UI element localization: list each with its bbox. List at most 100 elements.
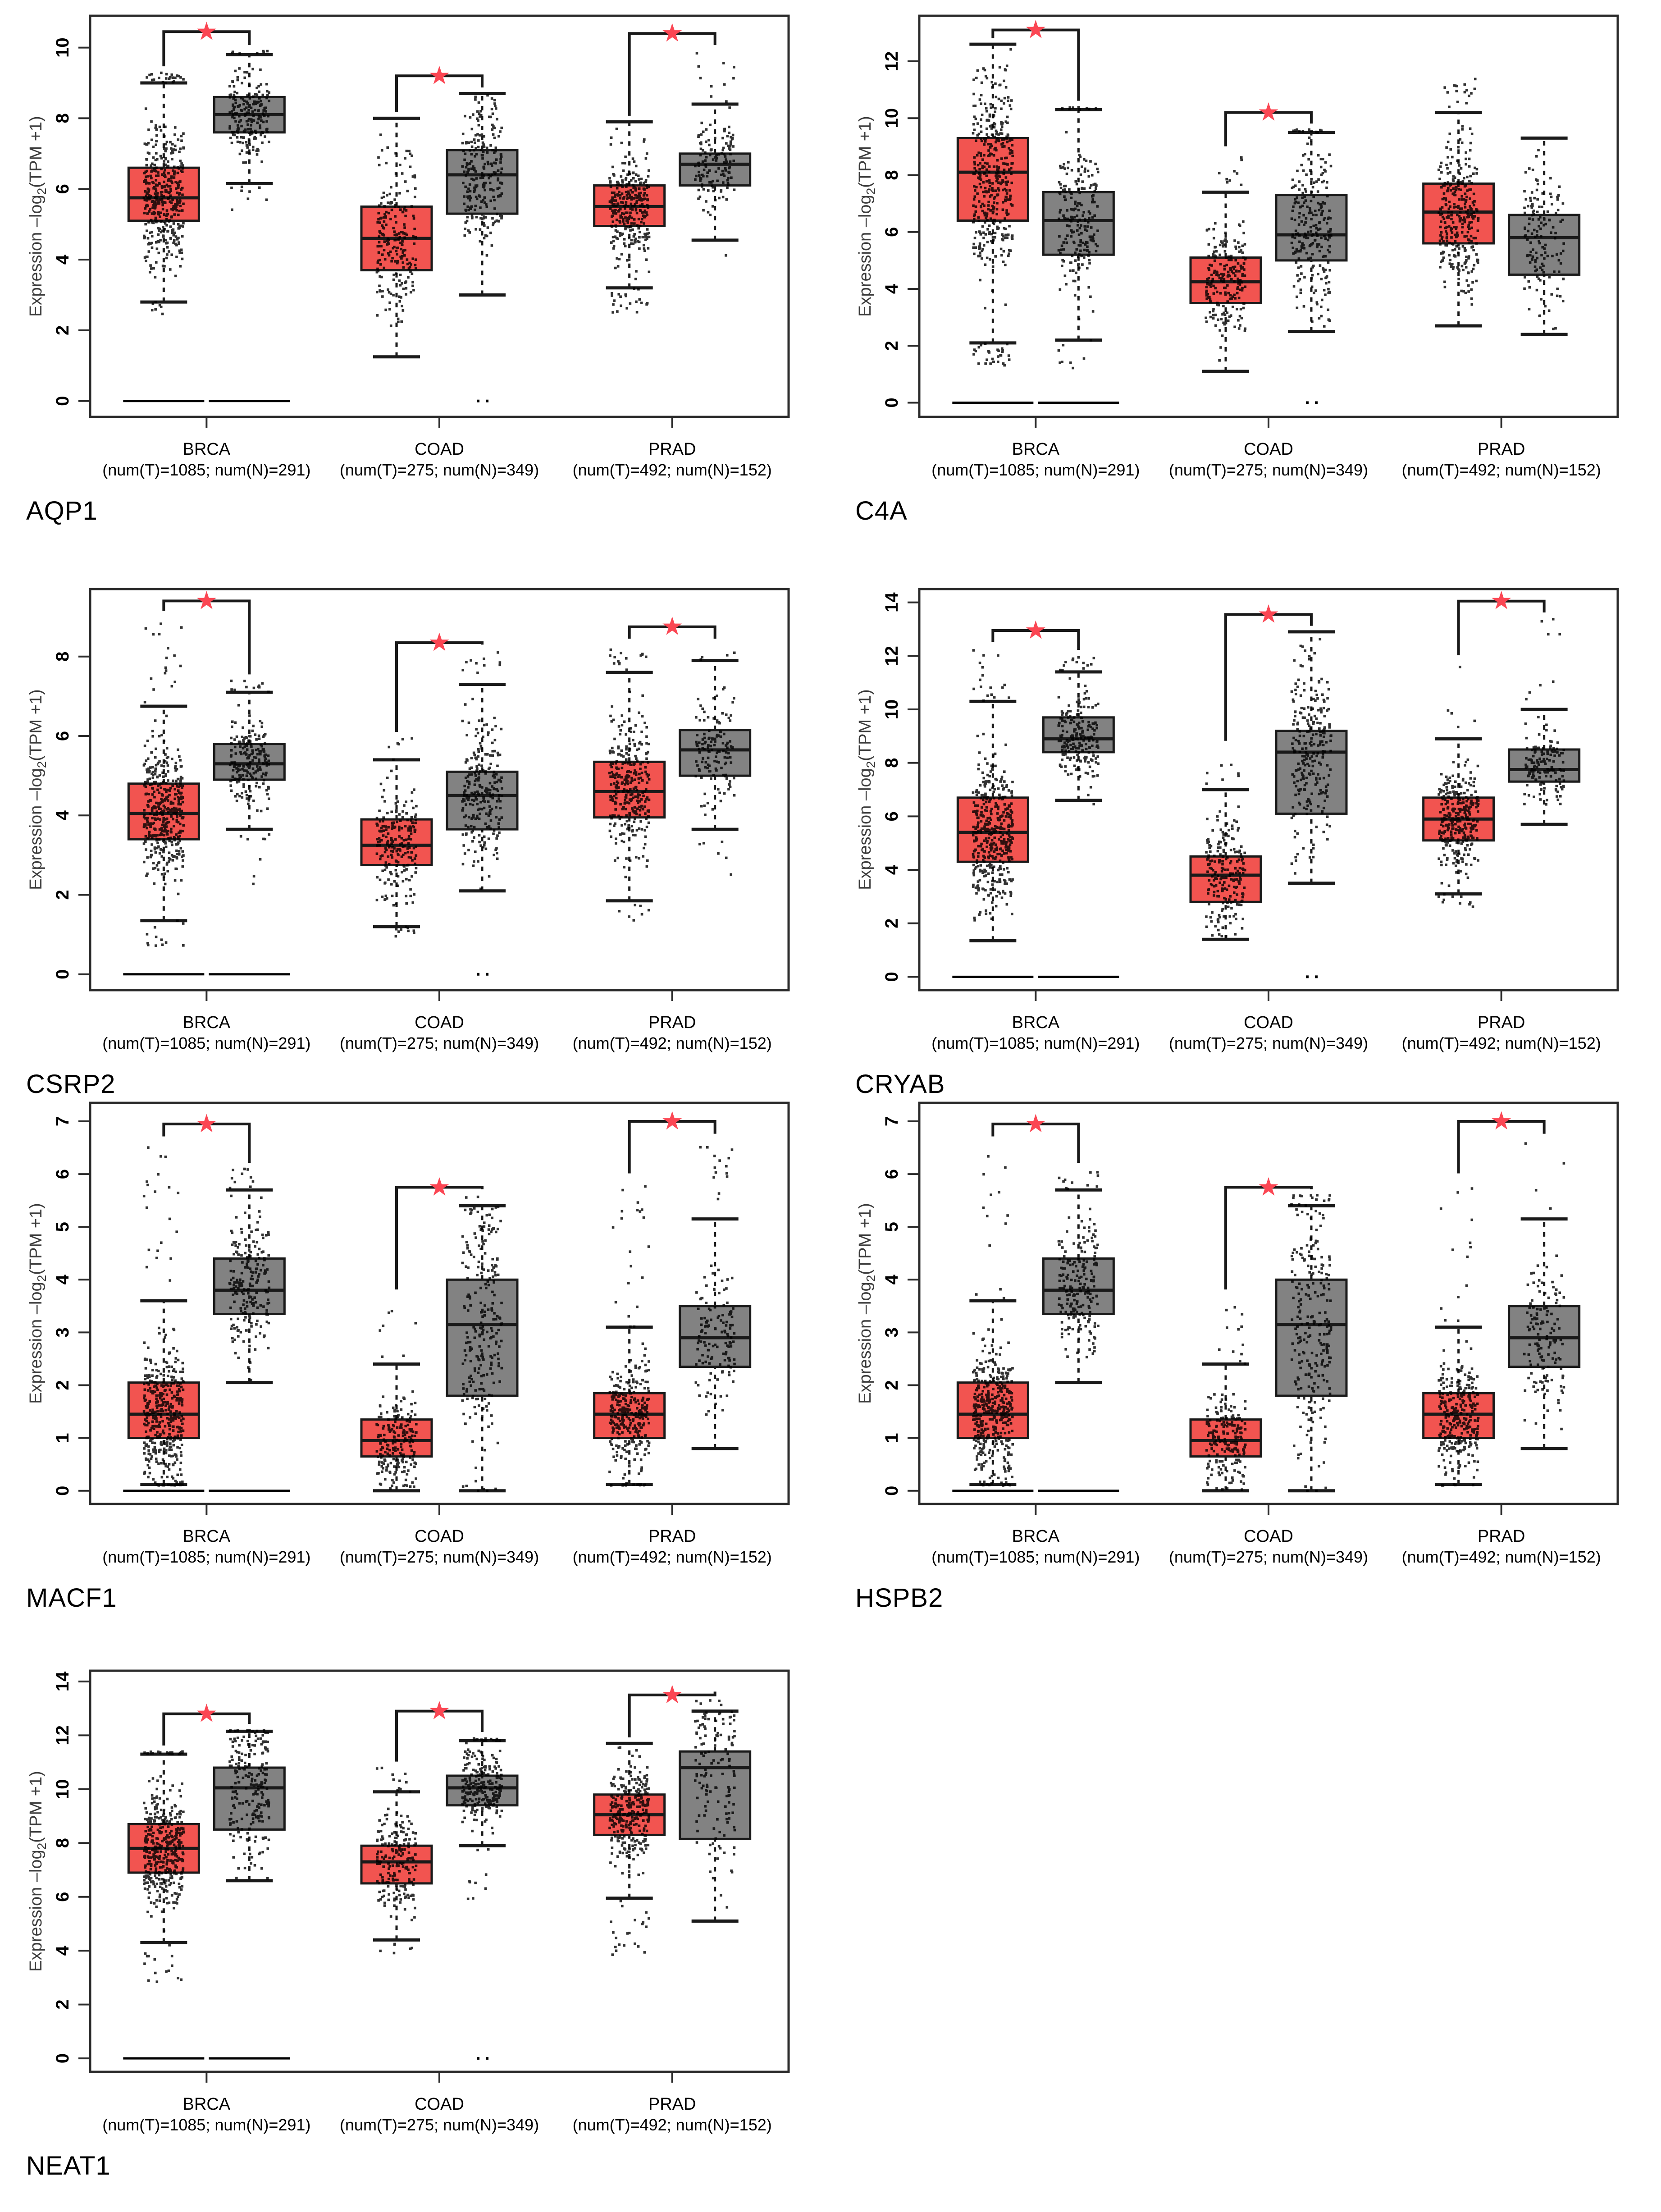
significance-star-icon: ★ [1257,98,1280,126]
normal-box-PRAD [1508,1142,1581,1450]
significance-star-icon: ★ [1024,616,1047,644]
x-cat-label: PRAD [648,2095,696,2114]
jitter-points [375,1766,418,1955]
y-axis: 0 2 4 6 8 10 12 14 Expression –log2(TPM +1) [856,592,919,982]
y-axis-title: Expression –log2(TPM +1) [856,1203,878,1403]
y-tick-label: 2 [882,1380,902,1390]
significance-star-icon: ★ [661,18,684,47]
significance-star-icon: ★ [1490,1106,1513,1135]
x-cat-sublabel: (num(T)=275; num(N)=349) [340,461,539,479]
x-axis-labels: PRAD (num(T)=492; num(N)=152) [573,1527,772,1566]
y-tick-label: 10 [53,1779,73,1800]
tumor-box-COAD [1189,763,1262,941]
x-cat-sublabel: (num(T)=275; num(N)=349) [340,1034,539,1052]
y-axis: 0 2 4 6 8 10 12 Expression –log2(TPM +1) [856,51,919,408]
y-axis-title: Expression –log2(TPM +1) [27,1771,49,1971]
x-cat-sublabel: (num(T)=492; num(N)=152) [1402,1548,1601,1566]
plot-frame [918,1101,1619,1505]
normal-box-COAD [446,1195,519,1493]
group-COAD: COAD (num(T)=275; num(N)=349) ★ [340,61,539,479]
significance-bracket-PRAD: ★ [628,1106,716,1174]
tumor-box-BRCA [952,649,1034,978]
jitter-points [608,1746,651,1956]
x-cat-sublabel: (num(T)=492; num(N)=152) [573,461,772,479]
normal-box-COAD [446,651,519,976]
x-axis-labels: BRCA (num(T)=1085; num(N)=291) [102,1013,310,1052]
jitter-points [1437,666,1480,908]
jitter-points [694,1699,736,1909]
x-cat-label: BRCA [183,1013,231,1032]
tumor-box-COAD [360,1310,433,1493]
y-axis-title: Expression –log2(TPM +1) [856,689,878,890]
tumor-box-COAD [360,737,433,938]
group-PRAD: PRAD (num(T)=492; num(N)=152) ★ [573,1106,772,1566]
x-cat-label: PRAD [1478,440,1525,459]
y-axis-title: Expression –log2(TPM +1) [27,116,49,316]
x-axis-labels: PRAD (num(T)=492; num(N)=152) [573,2095,772,2134]
y-tick-label: 4 [53,254,73,265]
y-tick-label: 8 [53,652,73,662]
tumor-box-PRAD [593,1741,666,1956]
y-tick-label: 6 [53,731,73,741]
tumor-box-BRCA [123,622,205,976]
y-tick-label: 1 [882,1433,902,1443]
significance-bracket-PRAD: ★ [628,612,716,640]
x-cat-label: COAD [1244,1013,1293,1032]
tumor-box-BRCA [123,71,205,402]
gene-label: MACF1 [26,1583,117,1613]
jitter-points [1290,128,1332,328]
boxplot-svg: 0 2 4 6 8 10 12 14 Expression –log2(TPM +1) BRCA (… [27,1669,790,2134]
y-axis: 0 2 4 6 8 Expression –log2(TPM +1) [27,652,90,979]
jitter-points [608,128,651,314]
significance-bracket-PRAD: ★ [1457,586,1546,655]
jitter-points [694,52,736,257]
normal-box-PRAD [679,651,752,876]
tumor-box-BRCA [952,42,1034,404]
tumor-box-BRCA [123,1146,205,1492]
significance-star-icon: ★ [195,1699,218,1728]
tumor-box-PRAD [593,120,666,314]
x-cat-sublabel: (num(T)=1085; num(N)=291) [102,2116,310,2134]
jitter-points [1523,149,1565,330]
panel-C4A: 0 2 4 6 8 10 12 Expression –log2(TPM +1) BRCA (nu… [847,0,1640,526]
x-axis-labels: COAD (num(T)=275; num(N)=349) [340,1527,539,1566]
jitter-points [1290,1194,1332,1490]
jitter-points [1205,156,1247,362]
y-tick-label: 2 [53,2000,73,2010]
y-tick-label: 6 [53,184,73,194]
tumor-box-COAD [360,1766,433,1955]
group-COAD: COAD (num(T)=275; num(N)=349) ★ [340,1696,539,2134]
x-cat-label: BRCA [1012,1527,1060,1546]
tumor-box-PRAD [1422,78,1495,328]
x-cat-sublabel: (num(T)=492; num(N)=152) [1402,461,1601,479]
significance-star-icon: ★ [1024,1109,1047,1138]
y-tick-label: 2 [882,919,902,928]
y-tick-label: 6 [53,1169,73,1179]
y-tick-label: 4 [882,1274,902,1284]
x-axis-labels: BRCA (num(T)=1085; num(N)=291) [102,2095,310,2134]
group-COAD: COAD (num(T)=275; num(N)=349) ★ [1169,98,1368,479]
gene-label: AQP1 [26,496,98,526]
y-tick-label: 8 [882,758,902,768]
significance-bracket-COAD: ★ [395,1172,484,1290]
significance-star-icon: ★ [195,1109,218,1138]
y-tick-label: 12 [882,51,902,72]
x-cat-label: BRCA [183,2095,231,2114]
normal-box-PRAD [1508,136,1581,336]
x-cat-sublabel: (num(T)=275; num(N)=349) [1169,1548,1368,1566]
x-cat-label: COAD [415,440,464,459]
x-cat-label: PRAD [648,1527,696,1546]
y-tick-label: 8 [882,170,902,180]
panel-CRYAB: 0 2 4 6 8 10 12 14 Expression –log2(TPM +1) BRCA (… [847,573,1640,1099]
x-axis-labels: COAD (num(T)=275; num(N)=349) [340,2095,539,2134]
jitter-points [142,1146,185,1487]
x-axis-labels: COAD (num(T)=275; num(N)=349) [1169,1013,1368,1052]
significance-star-icon: ★ [428,1696,451,1725]
x-cat-label: COAD [1244,1527,1293,1546]
boxplot-svg: 0 2 4 6 8 Expression –log2(TPM +1) BRCA (num(T)… [27,586,790,1052]
x-cat-sublabel: (num(T)=1085; num(N)=291) [931,1034,1140,1052]
significance-bracket-BRCA: ★ [162,17,251,67]
x-axis-labels: COAD (num(T)=275; num(N)=349) [340,440,539,479]
jitter-points [461,1737,503,1901]
y-tick-label: 6 [53,1892,73,1902]
